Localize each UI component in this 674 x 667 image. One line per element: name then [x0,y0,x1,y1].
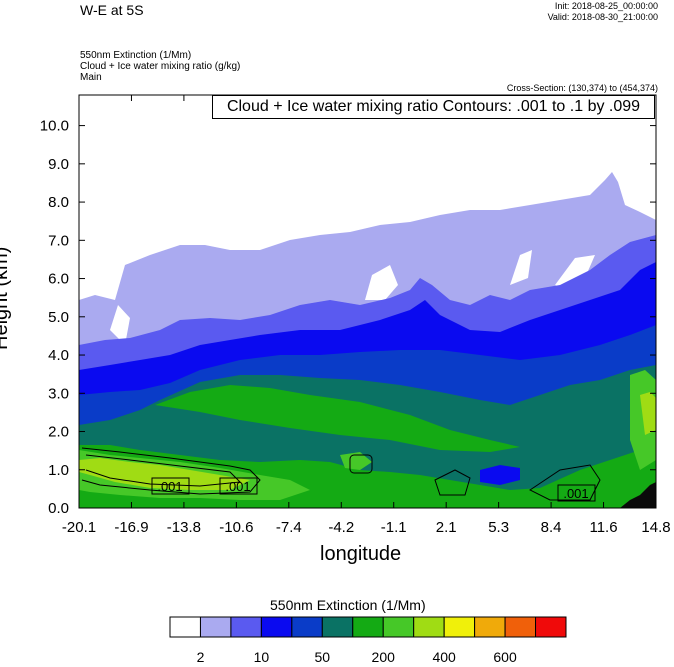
colorbar-tick-label: 50 [315,649,331,665]
colorbar-swatch [230,616,262,638]
field-main: Main [80,72,102,83]
x-tick-label: -20.1 [62,519,96,536]
x-tick-label: -7.4 [276,519,302,536]
x-tick-label: 2.1 [436,519,457,536]
colorbar-tick-label: 600 [493,649,517,665]
contour-1 [81,447,261,495]
colorbar-swatch [321,616,354,638]
y-tick-label: 3.0 [48,385,69,402]
contour-lines [81,447,601,501]
colorbar-swatch [443,616,476,638]
time-info: Init: 2018-08-25_00:00:00 Valid: 2018-08… [548,1,658,23]
valid-time: Valid: 2018-08-30_21:00:00 [547,12,658,22]
y-tick-label: 0.0 [48,500,69,517]
colorbar-label: 550nm Extinction (1/Mm) [270,597,426,613]
colorbar-tick-label: 2 [197,649,205,665]
contour-info-box: Cloud + Ice water mixing ratio Contours:… [212,95,655,119]
colorbar-tick-label: 10 [254,649,270,665]
x-axis: -20.1 -16.9 -13.8 -10.6 -7.4 -4.2 -1.1 2.1 5.3 8.… [62,95,671,536]
y-axis: 0.0 1.0 2.0 3.0 4.0 5.0 6.0 7.0 8.0 9.0 10.0 [40,118,656,517]
contour-4 [434,469,471,496]
x-tick-label: -13.8 [167,519,201,536]
y-tick-label: 9.0 [48,156,69,173]
y-tick-label: 6.0 [48,271,69,288]
hole-4 [555,255,595,290]
x-tick-label: -16.9 [114,519,148,536]
colorbar-swatch [352,616,384,638]
colorbar-swatch [535,616,567,638]
x-tick-label: 8.4 [541,519,562,536]
band-300 [155,385,520,452]
colorbar-swatch [413,616,445,638]
hole-1 [110,305,130,345]
colorbar: 2 10 50 200 400 600 [169,616,567,665]
field-info: 550nm Extinction (1/Mm) Cloud + Ice wate… [80,50,240,83]
extinction-field [79,95,656,508]
colorbar-swatch [169,616,201,638]
contour-3 [349,454,373,474]
colorbar-swatch [291,616,323,638]
contour-label-3: .001 [563,486,588,501]
init-time: Init: 2018-08-25_00:00:00 [554,1,658,11]
contour-label-box-2 [219,477,258,495]
y-tick-label: 7.0 [48,232,69,249]
colorbar-swatch [382,616,415,638]
y-tick-label: 5.0 [48,309,69,326]
contour-label-box-1 [151,477,190,495]
colorbar-swatch [260,616,293,638]
cross-section-label: Cross-Section: (130,374) to (454,374) [506,83,658,93]
y-axis-label-text: Height (km) [0,246,12,350]
field-mixing-ratio: Cloud + Ice water mixing ratio (g/kg) [80,61,241,72]
x-tick-label: -1.1 [381,519,407,536]
x-axis-label: longitude [320,543,402,565]
colorbar-tick-label: 200 [372,649,396,665]
contour-label-box-3 [557,484,596,502]
chart-title: W-E at 5S [80,2,144,18]
band-500 [79,458,250,490]
colorbar-tick-label: 400 [432,649,456,665]
contour-2 [85,454,242,487]
band-50-low [480,465,520,485]
y-tick-label: 1.0 [48,462,69,479]
contour-label-1: .001 [157,479,182,494]
x-tick-label: -10.6 [219,519,253,536]
contour-label-2: .001 [225,479,250,494]
y-tick-label: 8.0 [48,194,69,211]
hole-5 [630,135,644,160]
colorbar-swatch [474,616,506,638]
hole-2 [365,265,398,300]
x-tick-label: 5.3 [488,519,509,536]
x-tick-label: -4.2 [328,519,354,536]
x-tick-label: 11.6 [589,519,617,536]
dark-terrain [620,482,656,508]
y-tick-label: 4.0 [48,347,69,364]
y-tick-label: 10.0 [40,118,69,135]
contour-label-group: .001 .001 .001 [151,477,596,502]
band-500-right [640,392,656,435]
hole-3 [510,250,532,285]
band-400-mid [340,452,372,470]
colorbar-swatch [199,616,232,638]
field-extinction: 550nm Extinction (1/Mm) [80,50,192,61]
x-tick-label: 14.8 [641,519,670,536]
colorbar-swatch [504,616,537,638]
contour-5 [529,464,601,501]
y-tick-label: 2.0 [48,424,69,441]
